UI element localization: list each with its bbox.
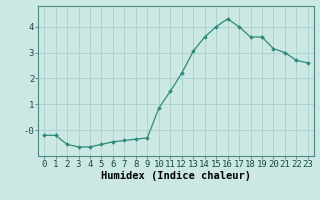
X-axis label: Humidex (Indice chaleur): Humidex (Indice chaleur) [101, 171, 251, 181]
